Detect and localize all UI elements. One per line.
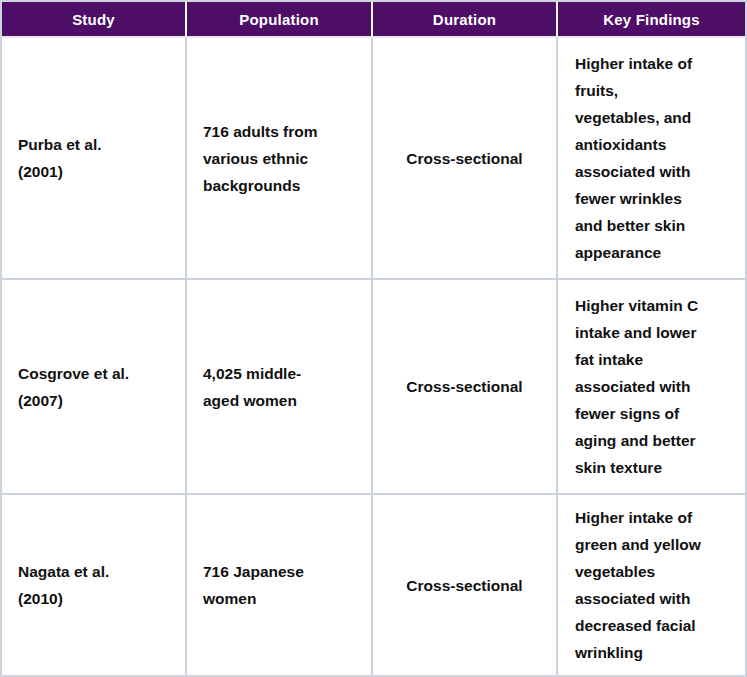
cell-duration: Cross-sectional bbox=[373, 38, 558, 280]
cell-duration: Cross-sectional bbox=[373, 495, 558, 675]
studies-table: Study Population Duration Key Findings P… bbox=[0, 0, 747, 677]
cell-key-findings: Higher intake of green and yellow vegeta… bbox=[558, 495, 745, 675]
cell-population: 716 Japanese women bbox=[187, 495, 373, 675]
cell-key-findings: Higher intake of fruits, vegetables, and… bbox=[558, 38, 745, 280]
column-header-population: Population bbox=[187, 2, 373, 38]
cell-study: Cosgrove et al. (2007) bbox=[2, 280, 187, 495]
cell-duration: Cross-sectional bbox=[373, 280, 558, 495]
table-row: Nagata et al. (2010) 716 Japanese women … bbox=[2, 495, 745, 675]
cell-study: Nagata et al. (2010) bbox=[2, 495, 187, 675]
table-row: Cosgrove et al. (2007) 4,025 middle- age… bbox=[2, 280, 745, 495]
column-header-study: Study bbox=[2, 2, 187, 38]
cell-population: 4,025 middle- aged women bbox=[187, 280, 373, 495]
cell-study: Purba et al. (2001) bbox=[2, 38, 187, 280]
column-header-duration: Duration bbox=[373, 2, 558, 38]
cell-key-findings: Higher vitamin C intake and lower fat in… bbox=[558, 280, 745, 495]
cell-population: 716 adults from various ethnic backgroun… bbox=[187, 38, 373, 280]
column-header-key-findings: Key Findings bbox=[558, 2, 745, 38]
studies-table-grid: Study Population Duration Key Findings P… bbox=[2, 2, 745, 675]
header-row: Study Population Duration Key Findings bbox=[2, 2, 745, 38]
table-row: Purba et al. (2001) 716 adults from vari… bbox=[2, 38, 745, 280]
